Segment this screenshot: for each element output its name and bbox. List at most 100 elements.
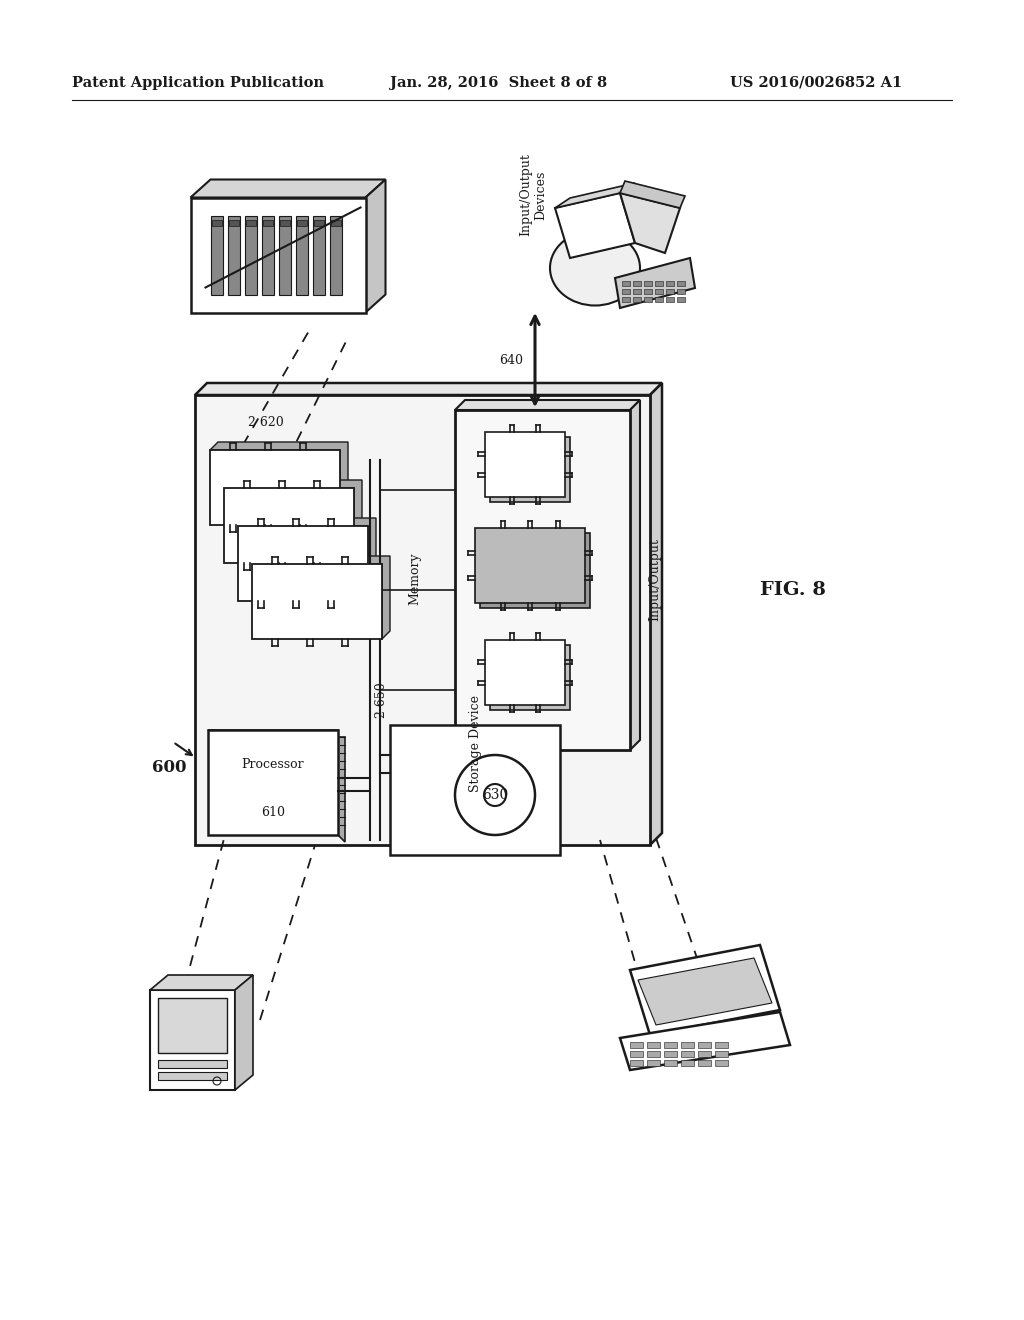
- Bar: [622, 297, 630, 302]
- Text: Input/Output
Devices: Input/Output Devices: [519, 153, 547, 236]
- Polygon shape: [190, 198, 366, 313]
- Bar: [246, 219, 256, 226]
- Bar: [698, 1060, 711, 1067]
- Bar: [210, 450, 340, 525]
- Text: FIG. 8: FIG. 8: [760, 581, 826, 599]
- Bar: [664, 1060, 677, 1067]
- Bar: [666, 281, 674, 286]
- Bar: [330, 215, 341, 294]
- Bar: [262, 219, 272, 226]
- Bar: [280, 219, 290, 226]
- Bar: [158, 998, 227, 1053]
- Bar: [647, 1051, 660, 1057]
- Polygon shape: [555, 183, 635, 209]
- Text: 640: 640: [499, 354, 523, 367]
- Bar: [245, 215, 256, 294]
- Bar: [158, 1072, 227, 1080]
- Text: US 2016/0026852 A1: US 2016/0026852 A1: [730, 77, 902, 90]
- Bar: [664, 1041, 677, 1048]
- Polygon shape: [366, 180, 385, 313]
- Text: 610: 610: [261, 807, 285, 820]
- Bar: [279, 215, 291, 294]
- Polygon shape: [210, 442, 348, 525]
- Polygon shape: [630, 945, 780, 1035]
- Bar: [490, 437, 570, 502]
- Text: Processor: Processor: [242, 759, 304, 771]
- Bar: [677, 297, 685, 302]
- Bar: [715, 1041, 728, 1048]
- Bar: [490, 645, 570, 710]
- Bar: [644, 289, 652, 294]
- Polygon shape: [555, 193, 635, 257]
- Bar: [644, 281, 652, 286]
- Polygon shape: [238, 517, 376, 601]
- Bar: [252, 564, 382, 639]
- Polygon shape: [455, 400, 640, 411]
- Bar: [296, 215, 307, 294]
- Polygon shape: [224, 480, 362, 564]
- Bar: [630, 1060, 643, 1067]
- Bar: [622, 281, 630, 286]
- Bar: [480, 533, 590, 609]
- Polygon shape: [638, 958, 772, 1026]
- Bar: [485, 432, 565, 498]
- Bar: [698, 1051, 711, 1057]
- Bar: [715, 1060, 728, 1067]
- Bar: [647, 1060, 660, 1067]
- Bar: [261, 215, 273, 294]
- Bar: [622, 289, 630, 294]
- Text: Storage Device: Storage Device: [469, 694, 481, 792]
- Bar: [313, 219, 324, 226]
- Bar: [150, 990, 234, 1090]
- Bar: [485, 640, 565, 705]
- Bar: [630, 1051, 643, 1057]
- Bar: [475, 528, 585, 603]
- Bar: [211, 215, 222, 294]
- Bar: [655, 297, 663, 302]
- Bar: [212, 219, 221, 226]
- Bar: [390, 725, 560, 855]
- Bar: [677, 289, 685, 294]
- Bar: [228, 219, 239, 226]
- Text: 2 620: 2 620: [248, 416, 284, 429]
- Bar: [633, 281, 641, 286]
- Bar: [630, 1041, 643, 1048]
- Polygon shape: [650, 383, 662, 845]
- Polygon shape: [252, 556, 390, 639]
- Polygon shape: [195, 383, 662, 395]
- Bar: [681, 1041, 694, 1048]
- Polygon shape: [190, 180, 385, 198]
- Bar: [677, 281, 685, 286]
- Bar: [224, 488, 354, 564]
- Polygon shape: [234, 975, 253, 1090]
- Bar: [666, 289, 674, 294]
- Polygon shape: [150, 975, 253, 990]
- Bar: [715, 1051, 728, 1057]
- Ellipse shape: [550, 231, 640, 305]
- Text: Memory: Memory: [408, 552, 421, 605]
- Bar: [227, 215, 240, 294]
- Text: 2 650: 2 650: [375, 682, 388, 718]
- Polygon shape: [620, 193, 680, 253]
- Bar: [664, 1051, 677, 1057]
- Polygon shape: [630, 400, 640, 750]
- Bar: [698, 1041, 711, 1048]
- Bar: [655, 281, 663, 286]
- Polygon shape: [620, 181, 685, 209]
- Bar: [238, 525, 368, 601]
- Bar: [633, 297, 641, 302]
- Bar: [681, 1060, 694, 1067]
- Bar: [455, 411, 630, 750]
- Bar: [681, 1051, 694, 1057]
- Bar: [633, 289, 641, 294]
- Bar: [644, 297, 652, 302]
- Text: 600: 600: [152, 759, 186, 776]
- Text: 630: 630: [482, 788, 508, 803]
- Bar: [312, 215, 325, 294]
- Bar: [666, 297, 674, 302]
- Polygon shape: [620, 1012, 790, 1071]
- Bar: [655, 289, 663, 294]
- Text: Jan. 28, 2016  Sheet 8 of 8: Jan. 28, 2016 Sheet 8 of 8: [390, 77, 607, 90]
- Text: Patent Application Publication: Patent Application Publication: [72, 77, 324, 90]
- Bar: [647, 1041, 660, 1048]
